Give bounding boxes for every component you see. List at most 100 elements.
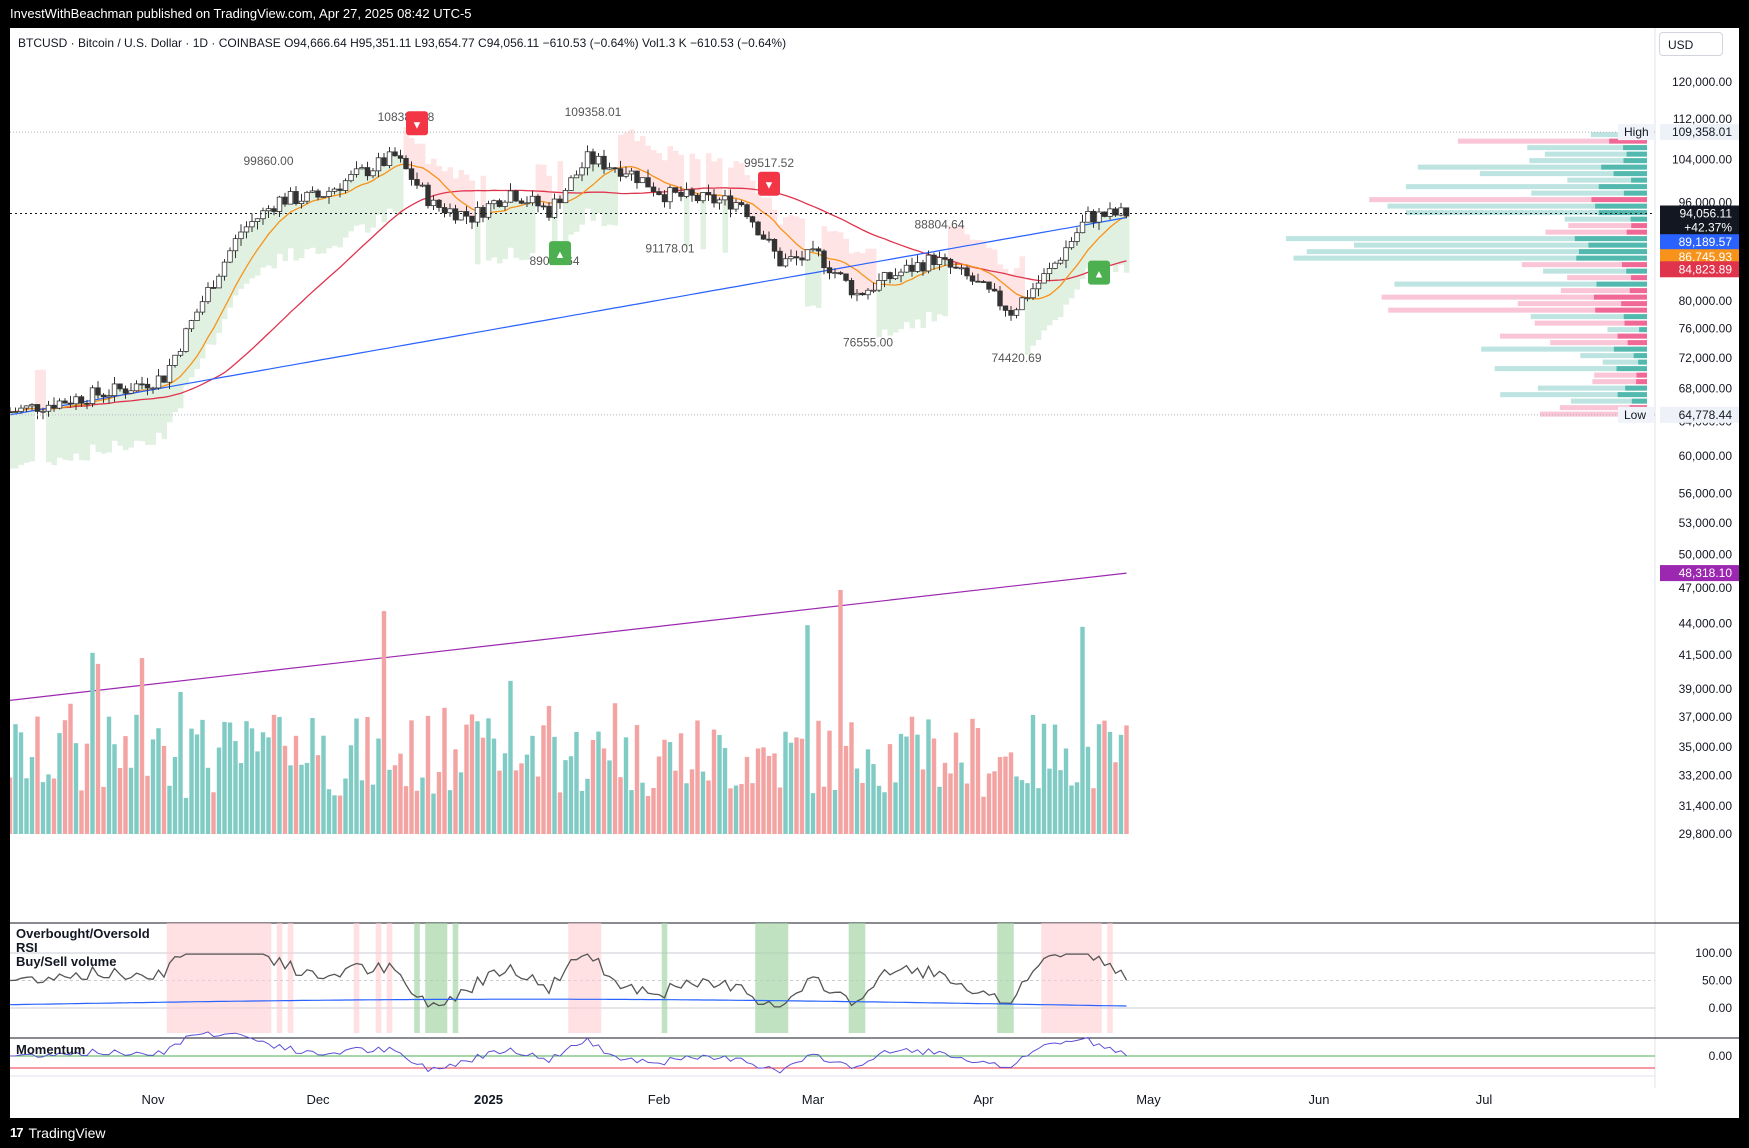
volume-bar: [348, 745, 354, 834]
symbol-name[interactable]: BTCUSD · Bitcoin / U.S. Dollar · 1D · CO…: [18, 36, 281, 50]
cloud-segment: [964, 234, 970, 276]
chart-frame[interactable]: BTCUSD · Bitcoin / U.S. Dollar · 1D · CO…: [10, 28, 1739, 1118]
volume-bar: [1014, 776, 1019, 834]
cloud-segment: [68, 403, 74, 461]
rsi-pane: 100.00 50.00 0.00: [10, 923, 1732, 1033]
volume-bar: [62, 720, 68, 834]
volume-bar: [673, 770, 678, 834]
volume-bar: [1025, 783, 1030, 834]
volume-bar: [843, 745, 849, 834]
volume-bar: [689, 769, 695, 834]
cloud-segment: [310, 190, 316, 248]
oversold-band: [755, 923, 761, 1033]
oversold-band: [661, 923, 668, 1033]
candle-body: [557, 198, 563, 204]
range-low-value: 64,778.44: [1679, 408, 1733, 422]
candle-body: [276, 196, 283, 212]
volume-profile-bar-dense: [1638, 359, 1647, 365]
candle-body: [760, 234, 767, 240]
cloud-segment: [1047, 268, 1053, 326]
cloud-segment: [706, 153, 712, 195]
volume-profile-bar: [1559, 405, 1647, 411]
cloud-segment: [794, 216, 800, 258]
candle-body: [183, 328, 189, 352]
volume-bar: [51, 778, 57, 834]
overbought-band: [1090, 923, 1097, 1033]
volume-bar: [1036, 788, 1041, 834]
volume-profile-bar-dense: [1631, 177, 1647, 183]
candle-body: [1013, 309, 1020, 316]
candle-body: [656, 191, 662, 196]
price-annotation: 74420.69: [991, 351, 1041, 365]
cloud-segment: [156, 375, 162, 433]
volume-bar: [1069, 785, 1074, 834]
candle-body: [1096, 211, 1102, 223]
candle-body: [711, 194, 717, 204]
volume-bar: [365, 716, 370, 834]
candle-body: [568, 177, 574, 191]
volume-bar: [684, 783, 689, 834]
cloud-segment: [557, 161, 563, 203]
cloud-segment: [112, 383, 118, 441]
cloud-segment: [205, 287, 211, 345]
candle-body: [942, 257, 948, 260]
cloud-segment: [233, 238, 239, 296]
cloud-segment: [568, 177, 574, 235]
candle-body: [331, 188, 338, 192]
volume-bar: [172, 756, 178, 834]
cloud-segment: [640, 136, 646, 178]
volume-bar: [607, 760, 612, 834]
oversold-band: [854, 923, 860, 1033]
volume-profile-bar-dense: [1631, 398, 1647, 404]
overbought-band: [595, 923, 602, 1033]
volume-profile-bar-dense: [1623, 158, 1647, 164]
price-chart[interactable]: 108388.88109358.0199860.0099517.5289028.…: [10, 28, 1739, 1118]
cloud-segment: [304, 192, 310, 250]
ma-blue-line: [10, 217, 1127, 416]
candle-body: [282, 196, 288, 205]
volume-profile-bar: [1531, 190, 1647, 196]
tradingview-logo[interactable]: 17 TradingView: [10, 1118, 106, 1148]
cloud-segment: [832, 231, 838, 273]
candle-body: [342, 180, 349, 191]
volume-profile-bar: [1517, 301, 1647, 307]
volume-bar: [574, 731, 579, 834]
price-axis-tick: 29,800.00: [1679, 827, 1733, 841]
candle-body: [419, 184, 426, 187]
candle-body: [485, 203, 492, 218]
candle-body: [254, 218, 261, 222]
candle-body: [887, 272, 893, 280]
volume-profile-bar: [1594, 372, 1647, 378]
candle-body: [914, 262, 921, 272]
candle-body: [441, 207, 448, 214]
candle-body: [639, 177, 646, 184]
cloud-segment: [1025, 297, 1031, 355]
price-axis: 120,000.00112,000.00104,000.0096,000.008…: [1618, 75, 1739, 841]
price-annotation: 88804.64: [914, 218, 964, 232]
rsi-signal-line: [10, 998, 1127, 1007]
volume-profile-bar-dense: [1626, 151, 1647, 157]
cloud-segment: [277, 197, 283, 254]
overbought-band: [579, 923, 585, 1033]
candle-body: [452, 208, 459, 221]
volume-bar: [761, 747, 766, 834]
volume-profile-bar-dense: [1595, 203, 1647, 209]
volume-profile-bar-dense: [1616, 366, 1647, 372]
volume-bar: [876, 785, 882, 834]
cloud-segment: [722, 195, 728, 253]
candle-body: [397, 155, 404, 159]
cloud-segment: [260, 210, 266, 268]
cloud-segment: [321, 196, 327, 254]
overbought-band: [210, 923, 217, 1033]
cloud-segment: [436, 165, 442, 208]
cloud-segment: [497, 206, 503, 264]
candle-body: [546, 205, 552, 218]
currency-selector[interactable]: USD: [1659, 32, 1723, 56]
volume-bar: [304, 762, 310, 834]
momentum-axis-tick: 0.00: [1709, 1049, 1733, 1063]
time-axis-label: May: [1136, 1092, 1161, 1107]
overbought-band: [265, 923, 272, 1033]
volume-profile-bar-dense: [1617, 392, 1647, 398]
cloud-segment: [585, 151, 591, 209]
candle-body: [1085, 210, 1091, 223]
